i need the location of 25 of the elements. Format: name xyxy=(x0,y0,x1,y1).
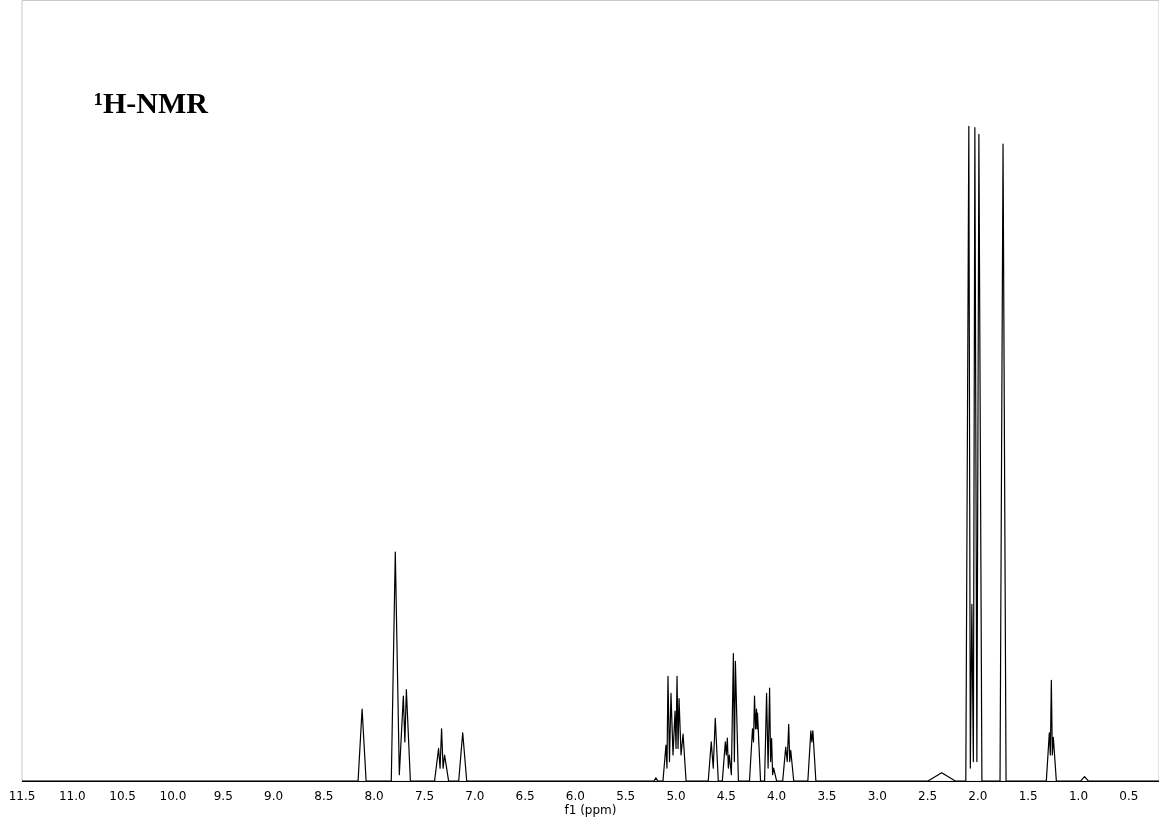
x-tick-label: 4.5 xyxy=(716,788,736,803)
x-tick-label: 4.0 xyxy=(767,788,787,803)
x-tick-label: 1.0 xyxy=(1068,788,1089,803)
x-tick-label: 1.5 xyxy=(1018,788,1038,803)
x-tick-label: 0.5 xyxy=(1119,788,1139,803)
x-tick-label: 2.5 xyxy=(918,788,938,803)
x-tick-label: 6.0 xyxy=(565,788,585,803)
x-axis-title: f1 (ppm) xyxy=(564,802,617,817)
x-tick-label: 8.0 xyxy=(364,788,384,803)
chart-title: ¹H-NMR xyxy=(94,85,209,119)
x-tick-label: 2.0 xyxy=(968,788,988,803)
x-tick-label: 8.5 xyxy=(314,788,334,803)
x-tick-label: 9.5 xyxy=(213,788,233,803)
x-tick-label: 3.5 xyxy=(817,788,837,803)
x-tick-label: 10.5 xyxy=(109,788,136,803)
x-tick-label: 10.0 xyxy=(159,788,187,803)
x-tick-label: 11.5 xyxy=(8,788,36,803)
x-tick-label: 5.0 xyxy=(666,788,686,803)
x-tick-label: 11.0 xyxy=(58,788,86,803)
x-tick-label: 9.0 xyxy=(264,788,284,803)
x-tick-label: 7.0 xyxy=(465,788,485,803)
x-tick-label: 3.0 xyxy=(867,788,887,803)
x-tick-label: 7.5 xyxy=(414,788,435,803)
x-tick-label: 6.5 xyxy=(515,788,535,803)
x-tick-label: 5.5 xyxy=(616,788,636,803)
